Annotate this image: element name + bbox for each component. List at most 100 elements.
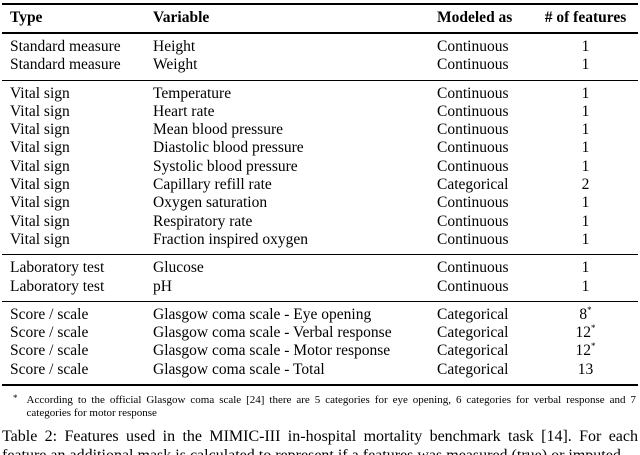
- footnote-reference-mark: *: [591, 324, 596, 333]
- cell-modeled-as: Continuous: [437, 84, 509, 102]
- cell-modeled-as: Continuous: [437, 157, 509, 175]
- cell-modeled-as: Continuous: [437, 277, 509, 295]
- table-row: Vital sign Fraction inspired oxygen Contin…: [2, 231, 638, 255]
- cell-type: Standard measure: [10, 38, 121, 55]
- cell-type: Standard measure: [10, 56, 121, 74]
- cell-type: Vital sign: [10, 176, 70, 194]
- cell-num-features: 1: [581, 121, 590, 139]
- cell-type: Laboratory test: [10, 277, 105, 295]
- cell-variable: Glasgow coma scale - Total: [153, 360, 325, 378]
- cell-num-features: 1: [581, 230, 590, 248]
- cell-num-features: 1: [581, 157, 590, 175]
- cell-modeled-as: Categorical: [437, 176, 509, 194]
- table-row: Score / scale Glasgow coma scale - Verbal…: [2, 324, 638, 342]
- cell-variable: Systolic blood pressure: [153, 157, 298, 175]
- cell-type: Vital sign: [10, 157, 70, 175]
- table-row: Vital sign Mean blood pressure Continuous 1: [2, 121, 638, 139]
- table-row: Vital sign Temperature Continuous 1: [2, 80, 638, 103]
- cell-modeled-as: Continuous: [437, 38, 509, 55]
- table-row: Standard measure Weight Continuous 1: [2, 56, 638, 80]
- table-row: Score / scale Glasgow coma scale - Motor …: [2, 342, 638, 360]
- table-row: Standard measure Height Continuous 1: [2, 33, 638, 56]
- cell-type: Score / scale: [10, 324, 89, 342]
- cell-type: Laboratory test: [10, 259, 105, 277]
- cell-type: Vital sign: [10, 121, 70, 139]
- cell-modeled-as: Continuous: [437, 102, 509, 120]
- features-table: Type Variable Modeled as # of features S…: [2, 3, 638, 387]
- table-section: Vital sign Temperature Continuous 1 Vital si…: [2, 80, 638, 255]
- cell-variable: Glasgow coma scale - Verbal response: [153, 324, 392, 342]
- cell-modeled-as: Continuous: [437, 212, 509, 230]
- cell-num-features: 1: [581, 56, 590, 74]
- cell-variable: Capillary refill rate: [153, 176, 272, 194]
- cell-variable: Respiratory rate: [153, 212, 253, 230]
- cell-num-features: 1: [581, 84, 590, 102]
- paper-table-figure: Type Variable Modeled as # of features S…: [0, 3, 640, 455]
- cell-type: Score / scale: [10, 360, 89, 378]
- cell-num-features: 2: [581, 176, 590, 194]
- cell-type: Vital sign: [10, 84, 70, 102]
- cell-modeled-as: Categorical: [437, 360, 509, 378]
- footnote-marker: *: [13, 393, 18, 404]
- table-row: Laboratory test Glucose Continuous 1: [2, 255, 638, 278]
- table-section: Score / scale Glasgow coma scale - Eye op…: [2, 301, 638, 385]
- cell-num-features: 1: [581, 139, 590, 157]
- cell-variable: Glasgow coma scale - Eye opening: [153, 305, 372, 323]
- column-header-type: Type: [2, 4, 153, 34]
- cell-variable: Heart rate: [153, 102, 215, 120]
- cell-variable: Glasgow coma scale - Motor response: [153, 342, 391, 360]
- footnote-text: According to the official Glasgow coma s…: [26, 394, 637, 420]
- cell-variable: pH: [153, 277, 172, 295]
- cell-num-features: 1: [581, 212, 590, 230]
- cell-num-features: 8*: [579, 304, 592, 323]
- cell-type: Vital sign: [10, 139, 70, 157]
- cell-variable: Fraction inspired oxygen: [153, 230, 308, 248]
- cell-variable: Oxygen saturation: [153, 194, 268, 212]
- cell-modeled-as: Continuous: [437, 230, 509, 248]
- cell-num-features: 12*: [575, 324, 596, 342]
- cell-num-features: 1: [581, 38, 590, 55]
- table-row: Vital sign Oxygen saturation Continuous 1: [2, 194, 638, 212]
- cell-type: Score / scale: [10, 305, 89, 323]
- table-row: Vital sign Heart rate Continuous 1: [2, 103, 638, 121]
- table-section: Standard measure Height Continuous 1 Standar…: [2, 33, 638, 80]
- table-footnote: * According to the official Glasgow coma…: [13, 393, 637, 420]
- cell-num-features: 13: [577, 360, 594, 378]
- cell-type: Vital sign: [10, 212, 70, 230]
- table-row: Score / scale Glasgow coma scale - Eye op…: [2, 301, 638, 324]
- table-row: Laboratory test pH Continuous 1: [2, 278, 638, 302]
- cell-type: Score / scale: [10, 342, 89, 360]
- cell-modeled-as: Continuous: [437, 139, 509, 157]
- column-header-num-features: # of features: [533, 4, 638, 34]
- cell-variable: Height: [153, 38, 196, 55]
- cell-variable: Temperature: [153, 84, 232, 102]
- cell-variable: Mean blood pressure: [153, 121, 283, 139]
- cell-num-features: 1: [581, 277, 590, 295]
- table-row: Vital sign Respiratory rate Continuous 1: [2, 213, 638, 231]
- cell-variable: Glucose: [153, 259, 204, 277]
- table-header: Type Variable Modeled as # of features: [2, 4, 638, 34]
- cell-num-features: 1: [581, 194, 590, 212]
- footnote-reference-mark: *: [587, 304, 592, 315]
- cell-variable: Diastolic blood pressure: [153, 139, 304, 157]
- table-row: Score / scale Glasgow coma scale - Total C…: [2, 361, 638, 385]
- cell-variable: Weight: [153, 56, 198, 74]
- cell-type: Vital sign: [10, 102, 70, 120]
- cell-modeled-as: Categorical: [437, 305, 509, 323]
- cell-type: Vital sign: [10, 194, 70, 212]
- table-row: Vital sign Capillary refill rate Categoric…: [2, 176, 638, 194]
- column-header-modeled-as: Modeled as: [437, 4, 533, 34]
- header-row: Type Variable Modeled as # of features: [2, 4, 638, 34]
- cell-modeled-as: Continuous: [437, 259, 509, 277]
- cell-type: Vital sign: [10, 230, 70, 248]
- cell-modeled-as: Categorical: [437, 324, 509, 342]
- table-caption: Table 2: Features used in the MIMIC-III …: [2, 428, 638, 455]
- cell-modeled-as: Continuous: [437, 56, 509, 74]
- column-header-variable: Variable: [153, 4, 437, 34]
- cell-modeled-as: Categorical: [437, 342, 509, 360]
- table-row: Vital sign Systolic blood pressure Continu…: [2, 158, 638, 176]
- table-row: Vital sign Diastolic blood pressure Contin…: [2, 139, 638, 157]
- cell-modeled-as: Continuous: [437, 121, 509, 139]
- cell-modeled-as: Continuous: [437, 194, 509, 212]
- cell-num-features: 1: [581, 102, 590, 120]
